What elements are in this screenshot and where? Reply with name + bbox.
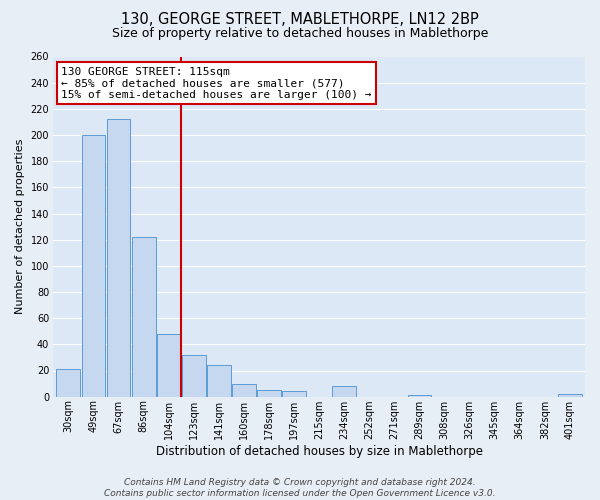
Bar — [132, 237, 155, 396]
Bar — [257, 390, 281, 396]
Bar — [182, 355, 206, 397]
X-axis label: Distribution of detached houses by size in Mablethorpe: Distribution of detached houses by size … — [155, 444, 482, 458]
Text: 130, GEORGE STREET, MABLETHORPE, LN12 2BP: 130, GEORGE STREET, MABLETHORPE, LN12 2B… — [121, 12, 479, 28]
Bar — [157, 334, 181, 396]
Text: Size of property relative to detached houses in Mablethorpe: Size of property relative to detached ho… — [112, 28, 488, 40]
Text: Contains HM Land Registry data © Crown copyright and database right 2024.
Contai: Contains HM Land Registry data © Crown c… — [104, 478, 496, 498]
Text: 130 GEORGE STREET: 115sqm
← 85% of detached houses are smaller (577)
15% of semi: 130 GEORGE STREET: 115sqm ← 85% of detac… — [61, 66, 372, 100]
Bar — [82, 135, 106, 396]
Bar — [232, 384, 256, 396]
Y-axis label: Number of detached properties: Number of detached properties — [15, 139, 25, 314]
Bar — [332, 386, 356, 396]
Bar — [207, 366, 231, 396]
Bar — [107, 120, 130, 396]
Bar — [558, 394, 582, 396]
Bar — [56, 369, 80, 396]
Bar — [282, 392, 306, 396]
